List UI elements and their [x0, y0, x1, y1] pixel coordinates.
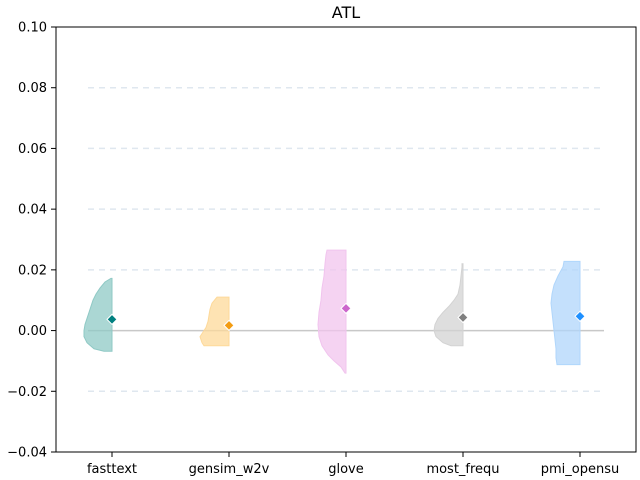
- violin-most_frequ: [433, 263, 464, 347]
- y-axis-ticks: −0.04 −0.02 0.00 0.02 0.04 0.06 0.08 0.10: [7, 21, 56, 461]
- x-tick-label-fasttext: fasttext: [87, 462, 137, 477]
- x-tick-label-pmi_opensu: pmi_opensu: [541, 462, 619, 477]
- violin-gensim_w2v: [199, 296, 230, 347]
- x-tick-label-gensim_w2v: gensim_w2v: [189, 462, 270, 477]
- y-tick-label: 0.06: [18, 142, 47, 157]
- mean-marker-gensim_w2v: [223, 319, 235, 332]
- y-tick-label: 0.02: [18, 263, 47, 278]
- y-tick-label: −0.02: [7, 385, 47, 400]
- y-tick-label: 0.04: [18, 203, 47, 218]
- violin-fasttext: [83, 277, 113, 352]
- mean-markers: [106, 302, 586, 332]
- chart-title: ATL: [332, 3, 360, 22]
- violin-pmi_opensu: [550, 260, 581, 366]
- plot-frame: [55, 26, 637, 453]
- x-tick-label-glove: glove: [328, 462, 364, 477]
- mean-marker-most_frequ: [457, 311, 469, 324]
- y-tick-label: −0.04: [7, 446, 47, 461]
- x-tick-label-most_frequ: most_frequ: [426, 462, 499, 477]
- violin-glove: [317, 249, 347, 374]
- mean-marker-glove: [340, 302, 352, 315]
- violins: [83, 249, 581, 374]
- y-tick-label: 0.00: [18, 324, 47, 339]
- y-tick-label: 0.10: [18, 21, 47, 36]
- y-tick-label: 0.08: [18, 81, 47, 96]
- mean-marker-fasttext: [106, 313, 118, 326]
- x-axis-ticks: fasttext gensim_w2v glove most_frequ pmi_ope…: [87, 452, 619, 477]
- mean-marker-pmi_opensu: [574, 310, 586, 323]
